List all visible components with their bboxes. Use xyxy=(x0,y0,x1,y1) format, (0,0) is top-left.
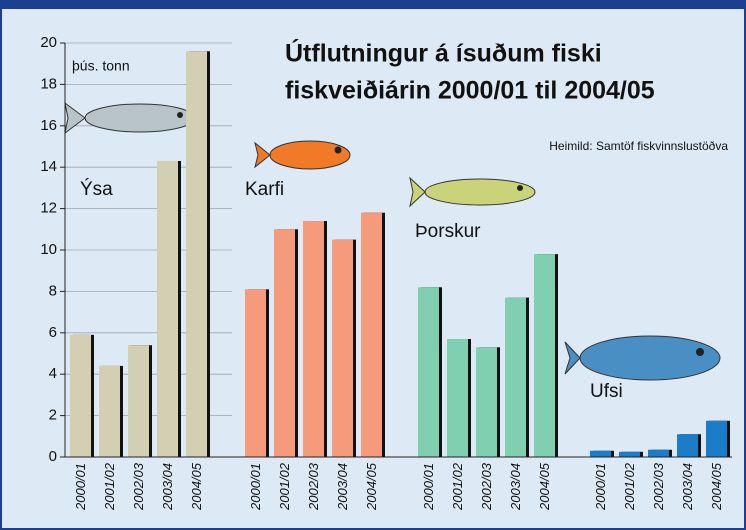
x-tick-label: 2003/04 xyxy=(335,463,350,511)
y-tick-label: 4 xyxy=(49,365,57,382)
series-label: Ýsa xyxy=(80,179,113,200)
x-tick-label: 2002/03 xyxy=(651,462,666,511)
bar xyxy=(706,421,727,457)
x-tick-label: 2001/02 xyxy=(102,462,117,511)
y-tick-label: 20 xyxy=(40,34,57,51)
bar xyxy=(476,347,497,457)
x-tick-label: 2003/04 xyxy=(508,463,523,511)
x-tick-label: 2000/01 xyxy=(73,463,88,511)
x-tick-label: 2002/03 xyxy=(131,462,146,511)
x-tick-label: 2004/05 xyxy=(364,462,379,511)
chart-title: fiskveiðiárin 2000/01 til 2004/05 xyxy=(285,77,655,105)
series-label: Karfi xyxy=(245,179,284,200)
bar xyxy=(590,451,611,457)
y-tick-label: 16 xyxy=(40,117,57,134)
series-label: Ufsi xyxy=(590,381,623,402)
bar xyxy=(677,434,698,457)
y-tick-label: 0 xyxy=(49,448,57,465)
x-tick-label: 2004/05 xyxy=(189,462,204,511)
bar xyxy=(534,254,555,457)
x-tick-label: 2000/01 xyxy=(593,463,608,511)
bar xyxy=(505,298,526,457)
bar xyxy=(648,450,669,457)
y-axis-label: þús. tonn xyxy=(72,58,130,74)
x-tick-label: 2003/04 xyxy=(160,463,175,511)
bar xyxy=(128,345,149,457)
bar xyxy=(245,289,266,457)
bar xyxy=(70,335,91,457)
source: Heimild: Samtöf fiskvinnslustöðva xyxy=(549,139,728,153)
x-tick-label: 2001/02 xyxy=(622,462,637,511)
bar xyxy=(303,221,324,457)
bar xyxy=(619,452,640,457)
y-tick-label: 2 xyxy=(49,407,57,424)
bar xyxy=(186,51,207,457)
x-tick-label: 2000/01 xyxy=(421,463,436,511)
y-tick-label: 18 xyxy=(40,75,57,92)
x-tick-label: 2001/02 xyxy=(450,462,465,511)
y-tick-label: 12 xyxy=(40,200,57,217)
x-tick-label: 2000/01 xyxy=(248,463,263,511)
bar xyxy=(332,240,353,457)
chart-title: Útflutningur á ísuðum fiski xyxy=(285,38,602,68)
x-tick-label: 2003/04 xyxy=(680,463,695,511)
y-tick-label: 6 xyxy=(49,324,57,341)
bar xyxy=(274,229,295,457)
x-tick-label: 2004/05 xyxy=(709,462,724,511)
bar xyxy=(361,213,382,457)
chart: Útflutningur á ísuðum fiski fiskveiðiári… xyxy=(0,0,746,530)
x-tick-label: 2002/03 xyxy=(306,462,321,511)
y-tick-label: 14 xyxy=(40,158,57,175)
bar xyxy=(447,339,468,457)
y-tick-label: 10 xyxy=(40,241,57,258)
bar xyxy=(157,161,178,457)
x-tick-label: 2001/02 xyxy=(277,462,292,511)
x-tick-label: 2004/05 xyxy=(537,462,552,511)
x-tick-label: 2002/03 xyxy=(479,462,494,511)
y-tick-label: 8 xyxy=(49,282,57,299)
bar xyxy=(99,366,120,457)
series-label: Þorskur xyxy=(415,221,481,242)
bar xyxy=(418,287,439,457)
